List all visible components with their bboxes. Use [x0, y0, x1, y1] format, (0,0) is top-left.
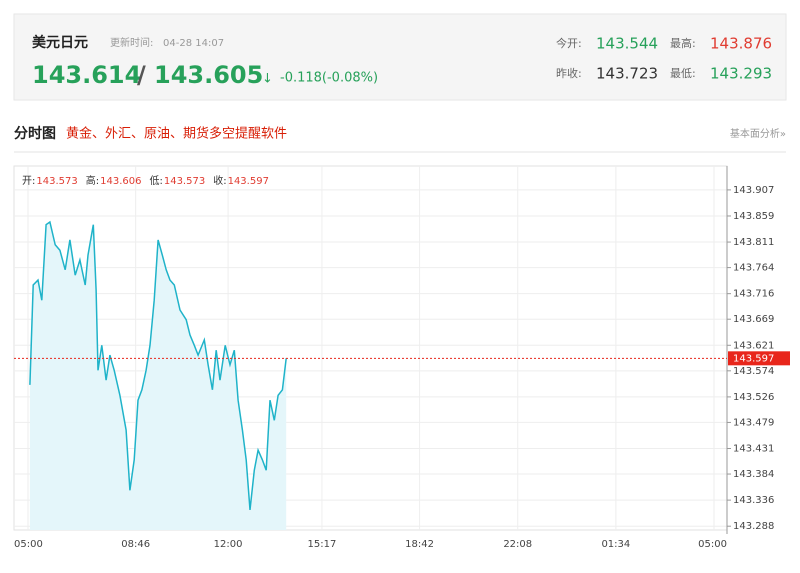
info-label: 低:: [149, 174, 162, 187]
x-tick-label: 01:34: [601, 539, 630, 550]
y-tick-label: 143.764: [733, 263, 774, 274]
y-tick-label: 143.669: [733, 314, 774, 325]
stat-value: 143.293: [710, 65, 772, 83]
bid-price: 143.614: [32, 61, 141, 89]
info-value: 143.573: [164, 176, 205, 187]
stat-value: 143.723: [596, 65, 658, 83]
stat-label: 今开:: [556, 36, 582, 50]
quote-panel: [13, 13, 787, 101]
ask-price: 143.605: [154, 61, 263, 89]
y-tick-label: 143.288: [733, 521, 774, 532]
price-separator: /: [137, 61, 146, 89]
y-tick-label: 143.336: [733, 495, 774, 506]
y-tick-label: 143.574: [733, 366, 774, 377]
promo-link[interactable]: 黄金、外汇、原油、期货多空提醒软件: [66, 126, 287, 142]
stat-label: 最高:: [670, 36, 696, 50]
chart: 143.907 143.859 143.811 143.764 143.716 143.6…: [13, 165, 790, 550]
x-tick-label: 12:00: [214, 539, 243, 550]
x-tick-label: 05:00: [14, 539, 43, 550]
price-line: [29, 220, 287, 510]
analysis-link[interactable]: 基本面分析»: [730, 127, 786, 140]
y-tick-label: 143.907: [733, 185, 774, 196]
x-tick-label: 08:46: [121, 539, 150, 550]
info-value: 143.597: [228, 176, 269, 187]
info-value: 143.573: [36, 176, 77, 187]
stat-value: 143.876: [710, 35, 772, 53]
stat-label: 昨收:: [556, 66, 582, 80]
change-arrow: ↓: [262, 72, 273, 87]
stat-value: 143.544: [596, 35, 658, 53]
y-tick-label: 143.479: [733, 417, 774, 428]
x-tick-label: 05:00: [698, 539, 727, 550]
x-tick-label: 18:42: [405, 539, 434, 550]
last-price-label: 143.597: [733, 353, 774, 364]
change: -0.118(-0.08%): [280, 71, 378, 86]
update-label: 更新时间:: [110, 36, 153, 49]
symbol-title: 美元日元: [32, 34, 88, 51]
x-tick-label: 22:08: [503, 539, 532, 550]
y-tick-label: 143.716: [733, 289, 774, 300]
x-tick-label: 15:17: [308, 539, 337, 550]
y-tick-label: 143.811: [733, 237, 774, 248]
area: [29, 222, 287, 530]
stat-label: 最低:: [670, 67, 696, 80]
last-price-tag: [728, 351, 790, 366]
y-tick-label: 143.431: [733, 444, 774, 455]
y-tick-label: 143.621: [733, 340, 774, 351]
y-tick-label: 143.859: [733, 211, 774, 222]
info-label: 收:: [213, 174, 226, 187]
info-label: 开:: [22, 176, 35, 187]
y-tick-label: 143.384: [733, 469, 774, 480]
section-title: 分时图: [14, 125, 56, 142]
update-time: 04-28 14:07: [163, 38, 224, 49]
info-label: 高:: [86, 174, 99, 187]
y-tick-label: 143.526: [733, 392, 774, 403]
info-value: 143.606: [100, 176, 141, 187]
